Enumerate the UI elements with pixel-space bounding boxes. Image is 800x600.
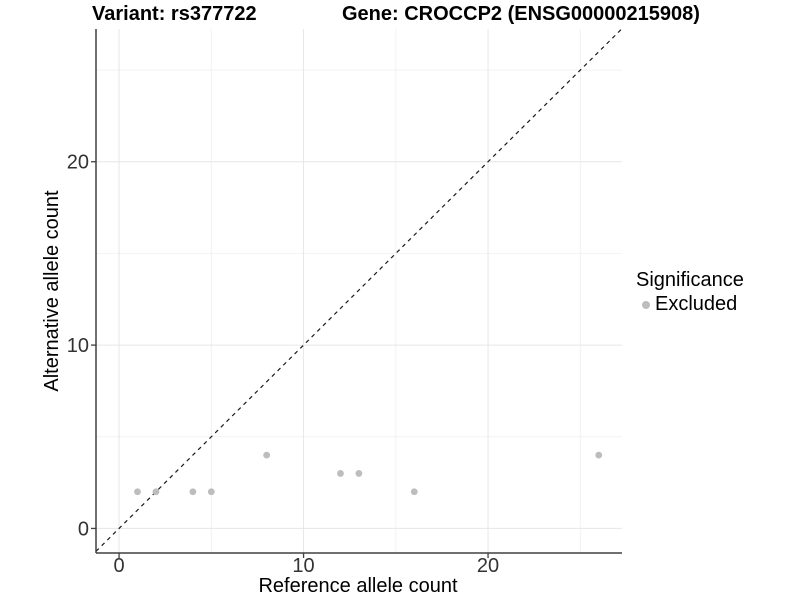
x-tick-label: 0	[113, 555, 124, 577]
y-tick-label: 20	[67, 152, 89, 174]
legend-item-excluded: Excluded	[636, 293, 744, 316]
legend-title: Significance	[636, 269, 744, 291]
legend-item-label: Excluded	[655, 293, 738, 315]
data-point	[410, 488, 418, 496]
variant-title: Variant: rs377722	[92, 3, 257, 25]
data-point	[134, 488, 141, 496]
gene-title: Gene: CROCCP2 (ENSG00000215908)	[342, 3, 700, 25]
data-point	[152, 488, 160, 496]
data-point	[263, 451, 271, 459]
x-tick-label: 10	[292, 555, 314, 577]
data-point	[207, 488, 215, 496]
data-point	[595, 451, 603, 459]
y-tick-label: 10	[67, 335, 89, 357]
identity-reference-line	[95, 28, 623, 552]
data-point	[189, 488, 197, 496]
y-tick-label: 0	[78, 518, 89, 540]
excluded-point-swatch-icon	[642, 300, 650, 309]
y-axis-title: Alternative allele count	[41, 190, 63, 392]
data-point	[355, 470, 363, 477]
data-point	[337, 470, 344, 477]
x-tick-label: 20	[477, 555, 499, 577]
x-axis-title: Reference allele count	[258, 575, 458, 597]
legend: Significance Excluded	[636, 269, 744, 316]
